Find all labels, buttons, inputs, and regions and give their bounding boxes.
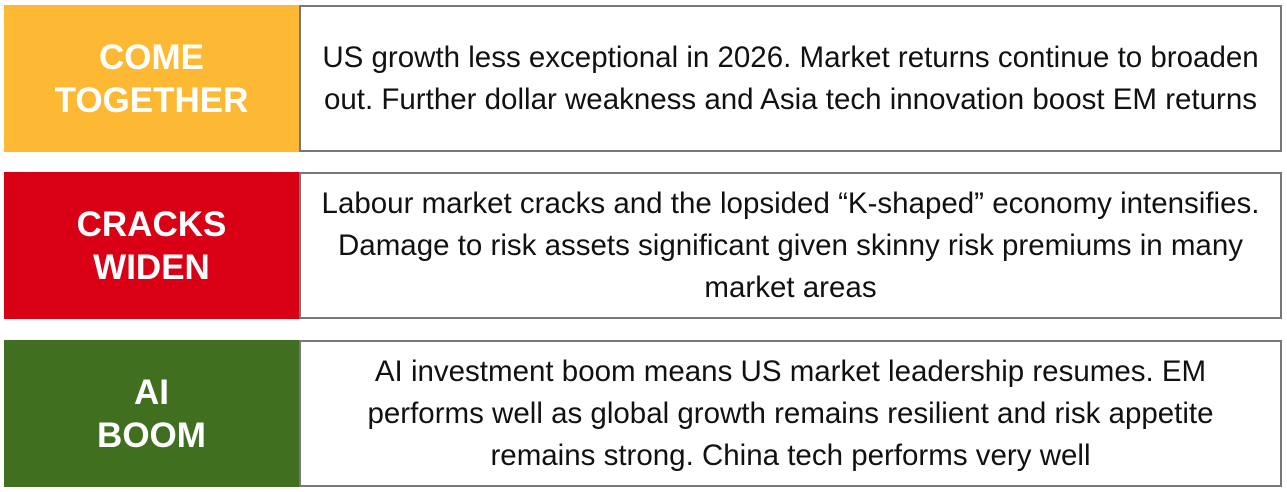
scenario-label: COME TOGETHER [4, 5, 299, 152]
scenario-come-together: COME TOGETHER US growth less exceptional… [4, 5, 1282, 152]
scenario-description: AI investment boom means US market leade… [299, 340, 1282, 487]
scenario-description: Labour market cracks and the lopsided “K… [299, 172, 1282, 319]
scenario-label: AI BOOM [4, 340, 299, 487]
scenario-label: CRACKS WIDEN [4, 172, 299, 319]
scenario-ai-boom: AI BOOM AI investment boom means US mark… [4, 340, 1282, 487]
scenario-description: US growth less exceptional in 2026. Mark… [299, 5, 1282, 152]
scenario-cracks-widen: CRACKS WIDEN Labour market cracks and th… [4, 172, 1282, 319]
